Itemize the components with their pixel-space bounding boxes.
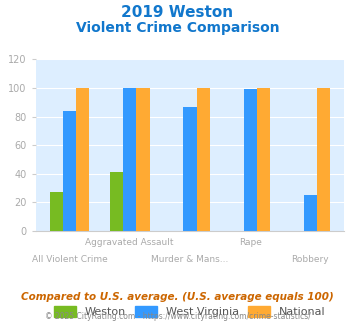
Text: All Violent Crime: All Violent Crime [32, 255, 107, 264]
Text: Compared to U.S. average. (U.S. average equals 100): Compared to U.S. average. (U.S. average … [21, 292, 334, 302]
Bar [244, 89, 257, 231]
Bar [76, 88, 89, 231]
Text: Aggravated Assault: Aggravated Assault [86, 238, 174, 247]
Text: Violent Crime Comparison: Violent Crime Comparison [76, 21, 279, 35]
Bar [304, 195, 317, 231]
Bar [123, 88, 136, 231]
Text: Rape: Rape [239, 238, 262, 247]
Legend: Weston, West Virginia, National: Weston, West Virginia, National [49, 301, 331, 321]
Text: Robbery: Robbery [291, 255, 329, 264]
Bar [110, 172, 123, 231]
Bar [317, 88, 330, 231]
Bar [183, 107, 197, 231]
Bar [197, 88, 210, 231]
Text: 2019 Weston: 2019 Weston [121, 5, 234, 20]
Bar [63, 111, 76, 231]
Bar [50, 192, 63, 231]
Bar [257, 88, 270, 231]
Text: Murder & Mans...: Murder & Mans... [151, 255, 229, 264]
Text: © 2025 CityRating.com - https://www.cityrating.com/crime-statistics/: © 2025 CityRating.com - https://www.city… [45, 312, 310, 321]
Bar [136, 88, 149, 231]
